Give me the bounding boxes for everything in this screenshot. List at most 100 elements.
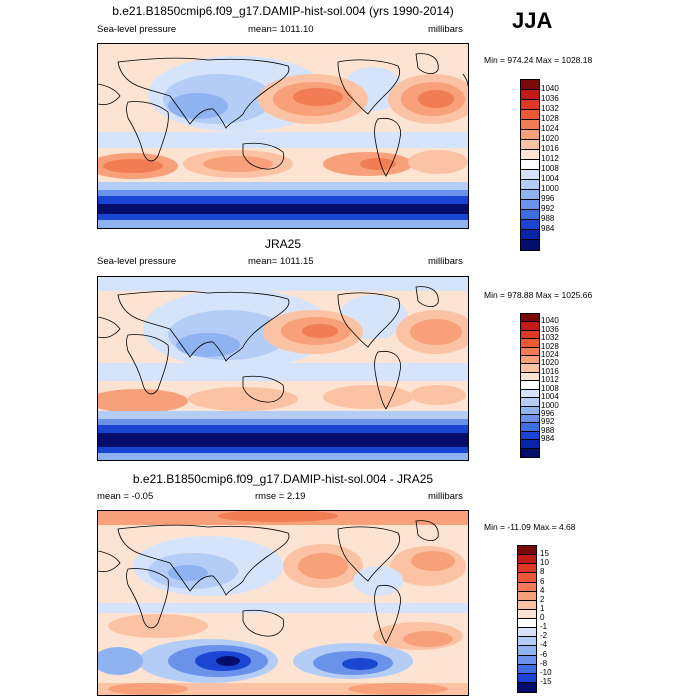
colorbar-tick-label: -10 — [540, 667, 552, 677]
colorbar-tick-label: 8 — [540, 567, 545, 577]
colorbar-tick-label: 0 — [540, 613, 545, 622]
colorbar-swatch — [521, 389, 539, 399]
panel-1-mean-label: mean= 1011.10 — [248, 24, 314, 35]
panel-3-mean-label: mean = -0.05 — [97, 491, 154, 502]
colorbar-swatch — [521, 440, 539, 449]
colorbar-tick-label: 2 — [540, 594, 545, 604]
colorbar-tick-label: 1032 — [541, 104, 559, 113]
panel-1-units-label: millibars — [428, 24, 463, 35]
colorbar-tick-label: 1000 — [541, 184, 559, 193]
colorbar-swatch — [518, 600, 536, 610]
colorbar-tick-label: -4 — [540, 640, 548, 650]
colorbar-swatch — [521, 372, 539, 382]
colorbar-tick-label: 1020 — [541, 358, 559, 368]
colorbar-swatch — [521, 448, 539, 457]
colorbar-tick-label: 1024 — [541, 350, 559, 360]
colorbar-swatch — [518, 546, 536, 556]
colorbar-swatch — [521, 398, 539, 407]
colorbar-swatch — [521, 230, 539, 240]
panel-1-map — [97, 43, 469, 229]
colorbar-swatch — [518, 646, 536, 656]
colorbar-tick-label: 1040 — [541, 84, 559, 93]
colorbar-tick-label: 1040 — [541, 316, 559, 326]
panel-1-variable-label: Sea-level pressure — [97, 24, 177, 35]
colorbar-tick-label: 992 — [541, 417, 555, 427]
panel-2-variable-label: Sea-level pressure — [97, 256, 177, 267]
colorbar-tick-label: 1024 — [541, 124, 559, 133]
colorbar-swatch — [521, 406, 539, 415]
colorbar-tick-label: 996 — [541, 408, 555, 418]
season-label: JJA — [512, 8, 553, 33]
colorbar-swatch — [518, 628, 536, 638]
panel-3-title: b.e21.B1850cmip6.f09_g17.DAMIP-hist-sol.… — [132, 472, 434, 486]
panel-2-mean-label: mean= 1011.15 — [248, 256, 314, 267]
colorbar-swatch — [521, 423, 539, 432]
colorbar-swatch — [518, 555, 536, 565]
colorbar-swatch — [518, 673, 536, 683]
colorbar-tick-label: 988 — [541, 425, 555, 435]
colorbar-swatch — [521, 364, 539, 373]
colorbar-tick-label: -8 — [540, 658, 548, 668]
colorbar-swatch — [521, 431, 539, 441]
colorbar-tick-label: 1032 — [541, 333, 559, 343]
colorbar-tick-label: -2 — [540, 631, 548, 641]
colorbar-swatch — [521, 330, 539, 340]
colorbar-tick-label: 1000 — [541, 400, 559, 410]
colorbar-tick-label: 996 — [541, 194, 555, 203]
colorbar-swatch — [521, 130, 539, 140]
colorbar-swatch — [521, 314, 539, 323]
panel-1-title: b.e21.B1850cmip6.f09_g17.DAMIP-hist-sol.… — [112, 4, 454, 18]
panel-2-colorbar — [520, 313, 540, 458]
colorbar-swatch — [518, 591, 536, 601]
colorbar-swatch — [521, 381, 539, 390]
panel-2-map — [97, 276, 469, 461]
colorbar-swatch — [521, 339, 539, 348]
panel-3-colorbar — [517, 545, 537, 693]
colorbar-swatch — [518, 637, 536, 647]
panel-3-minmax: Min = -11.09 Max = 4.68 — [484, 522, 576, 532]
colorbar-tick-label: 1008 — [541, 383, 559, 393]
colorbar-swatch — [521, 110, 539, 120]
colorbar-tick-label: 1036 — [541, 94, 559, 103]
colorbar-swatch — [521, 180, 539, 190]
colorbar-tick-label: -15 — [540, 676, 552, 686]
colorbar-tick-label: 984 — [541, 224, 555, 233]
panel-1-minmax: Min = 974.24 Max = 1028.18 — [484, 55, 593, 65]
colorbar-tick-label: 1028 — [541, 341, 559, 351]
panel-2-units-label: millibars — [428, 256, 463, 267]
panel-3-units-label: millibars — [428, 491, 463, 502]
colorbar-swatch — [521, 140, 539, 150]
colorbar-tick-label: 1020 — [541, 134, 559, 143]
colorbar-swatch — [518, 609, 536, 619]
colorbar-swatch — [521, 240, 539, 250]
panel-2-title: JRA25 — [264, 237, 302, 251]
colorbar-swatch — [521, 100, 539, 110]
colorbar-tick-label: 1016 — [541, 366, 559, 376]
colorbar-tick-label: 1008 — [541, 164, 559, 173]
colorbar-swatch — [521, 80, 539, 90]
colorbar-swatch — [521, 160, 539, 170]
colorbar-tick-label: 1004 — [541, 174, 559, 183]
panel-1-colorbar — [520, 79, 540, 251]
colorbar-swatch — [521, 322, 539, 331]
colorbar-swatch — [521, 90, 539, 100]
colorbar-tick-label: 1036 — [541, 324, 559, 334]
colorbar-tick-label: 1012 — [541, 375, 559, 385]
colorbar-tick-label: 6 — [540, 576, 545, 586]
colorbar-tick-label: 988 — [541, 214, 555, 223]
colorbar-swatch — [521, 414, 539, 424]
colorbar-swatch — [521, 190, 539, 200]
colorbar-tick-label: 984 — [541, 434, 555, 444]
colorbar-swatch — [518, 564, 536, 574]
colorbar-swatch — [521, 356, 539, 365]
colorbar-tick-label: 1004 — [541, 392, 559, 402]
colorbar-tick-label: 992 — [541, 204, 555, 213]
colorbar-tick-label: 1016 — [541, 144, 559, 153]
colorbar-swatch — [518, 664, 536, 674]
colorbar-swatch — [521, 210, 539, 220]
colorbar-tick-label: 1 — [540, 603, 545, 613]
colorbar-tick-label: 1028 — [541, 114, 559, 123]
colorbar-tick-label: -6 — [540, 649, 548, 659]
colorbar-swatch — [521, 120, 539, 130]
